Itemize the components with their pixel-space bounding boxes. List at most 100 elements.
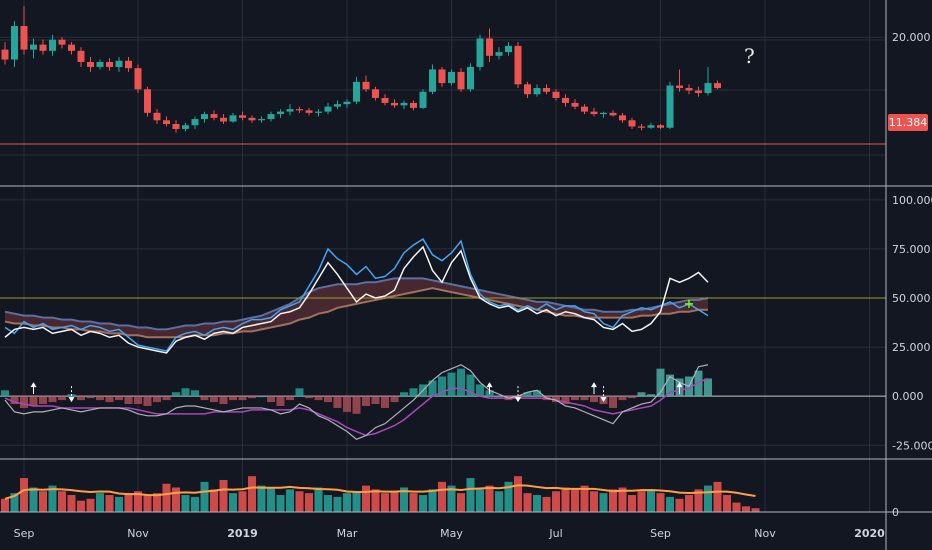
x-tick-label: May — [440, 527, 463, 540]
histogram-bar — [286, 396, 294, 401]
volume-bar — [229, 493, 237, 512]
candle-body — [571, 102, 579, 107]
y-tick-label: 20.000 — [892, 31, 931, 44]
candle-body — [381, 97, 389, 103]
volume-bar — [514, 476, 522, 512]
candle-body — [191, 119, 199, 126]
volume-bar — [504, 481, 513, 512]
x-tick-label: 2019 — [227, 527, 258, 540]
candle-body — [334, 104, 341, 107]
y-tick-label: 50.000 — [892, 292, 931, 305]
candle-body — [400, 102, 408, 106]
candle-body — [96, 62, 104, 67]
volume-bar — [438, 481, 446, 512]
volume-bar — [210, 489, 218, 512]
x-tick-label: Jul — [548, 527, 562, 540]
candle-body — [619, 115, 626, 121]
y-tick-label: 25.000 — [892, 341, 931, 354]
histogram-bar — [162, 396, 171, 401]
last-price-label: 11.384 — [888, 114, 928, 131]
candle-body — [467, 66, 474, 90]
histogram-bar — [77, 396, 85, 401]
histogram-bar — [666, 374, 674, 397]
down-arrow-marker — [68, 397, 75, 403]
volume-bar — [732, 502, 741, 512]
band-upper-line — [4, 277, 709, 331]
x-tick-label: Sep — [650, 527, 671, 540]
volume-bar — [248, 476, 256, 512]
volume-bar — [723, 495, 731, 512]
volume-bar — [675, 498, 684, 512]
candle-body — [495, 52, 503, 56]
price-candles — [0, 6, 886, 145]
candle-body — [77, 50, 85, 62]
candle-body — [533, 88, 541, 95]
purple-signal-line — [4, 377, 709, 437]
volume-bar — [666, 496, 674, 512]
volume-bar — [656, 493, 665, 512]
histogram-bar — [29, 396, 38, 406]
volume-bar — [77, 500, 85, 512]
candle-body — [676, 85, 683, 89]
histogram-bar — [181, 388, 190, 397]
candle-body — [115, 60, 123, 67]
candle-body — [20, 26, 28, 50]
volume-bar — [276, 495, 285, 512]
candle-body — [362, 81, 370, 90]
band-lower-line — [4, 287, 708, 339]
candle-body — [353, 81, 360, 102]
up-arrow-marker — [30, 382, 37, 388]
histogram-bar — [39, 396, 47, 405]
candle-body — [258, 119, 265, 121]
histogram-bar — [48, 396, 57, 403]
histogram-bar — [1, 390, 9, 397]
volume-bar — [371, 489, 380, 512]
candle-body — [410, 102, 417, 108]
volume-bar — [599, 493, 608, 512]
histogram-bar — [609, 396, 617, 408]
candle-body — [372, 89, 379, 98]
candle-body — [647, 125, 655, 128]
candle-body — [657, 125, 664, 128]
volume-bar — [694, 489, 703, 512]
candle-body — [296, 109, 303, 111]
volume-bar — [143, 495, 152, 512]
histogram-bar — [200, 396, 209, 401]
histogram-bar — [276, 396, 285, 406]
candle-body — [638, 126, 645, 128]
candle-body — [343, 101, 351, 105]
volume-bar — [134, 491, 142, 512]
histogram-bar — [324, 396, 332, 403]
volume-bar — [428, 489, 437, 512]
histogram-bar — [438, 376, 446, 397]
candle-body — [476, 38, 484, 67]
candle-body — [49, 39, 56, 51]
blue-oscillator-line — [4, 238, 709, 352]
histogram-bar — [267, 396, 275, 403]
candle-body — [590, 111, 598, 115]
candle-body — [125, 60, 132, 69]
histogram-bar — [153, 396, 161, 403]
volume-bar — [58, 491, 66, 512]
band-fill — [5, 278, 708, 338]
volume-bar — [20, 478, 28, 512]
volume-bar — [542, 496, 551, 512]
histogram-bar — [343, 396, 351, 412]
histogram-bar — [191, 390, 199, 397]
histogram-bar — [618, 396, 627, 401]
histogram-bar — [134, 396, 142, 405]
histogram-bar — [314, 396, 323, 401]
histogram-bar — [656, 368, 665, 397]
volume-bar — [67, 495, 76, 512]
volume-bar — [580, 485, 589, 512]
up-arrow-marker — [676, 382, 683, 388]
up-arrow-marker — [486, 382, 493, 388]
histogram-bar — [143, 396, 152, 406]
oscillator-pane — [0, 238, 886, 441]
candle-body — [609, 112, 617, 116]
candle-body — [153, 112, 161, 121]
histogram-bar — [381, 396, 389, 408]
volume-bar — [124, 493, 133, 512]
x-tick-label: Nov — [127, 527, 149, 540]
histogram-bar — [58, 396, 66, 401]
